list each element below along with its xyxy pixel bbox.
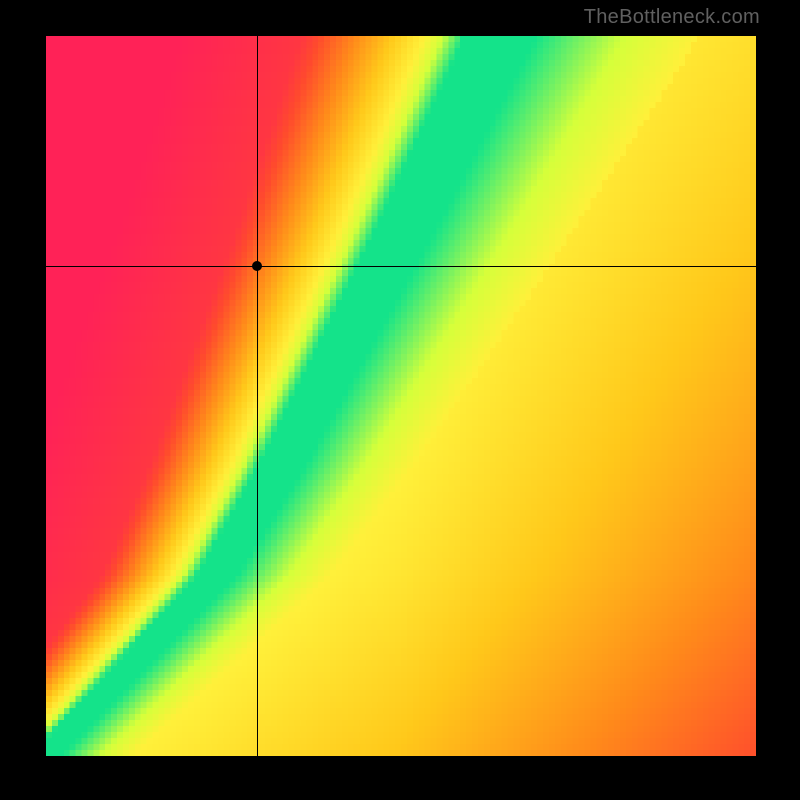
marker-point bbox=[252, 261, 262, 271]
bottleneck-heatmap bbox=[46, 36, 756, 756]
crosshair-vertical bbox=[257, 36, 258, 756]
chart-container: TheBottleneck.com bbox=[0, 0, 800, 800]
crosshair-horizontal bbox=[46, 266, 756, 267]
watermark-text: TheBottleneck.com bbox=[584, 6, 760, 29]
